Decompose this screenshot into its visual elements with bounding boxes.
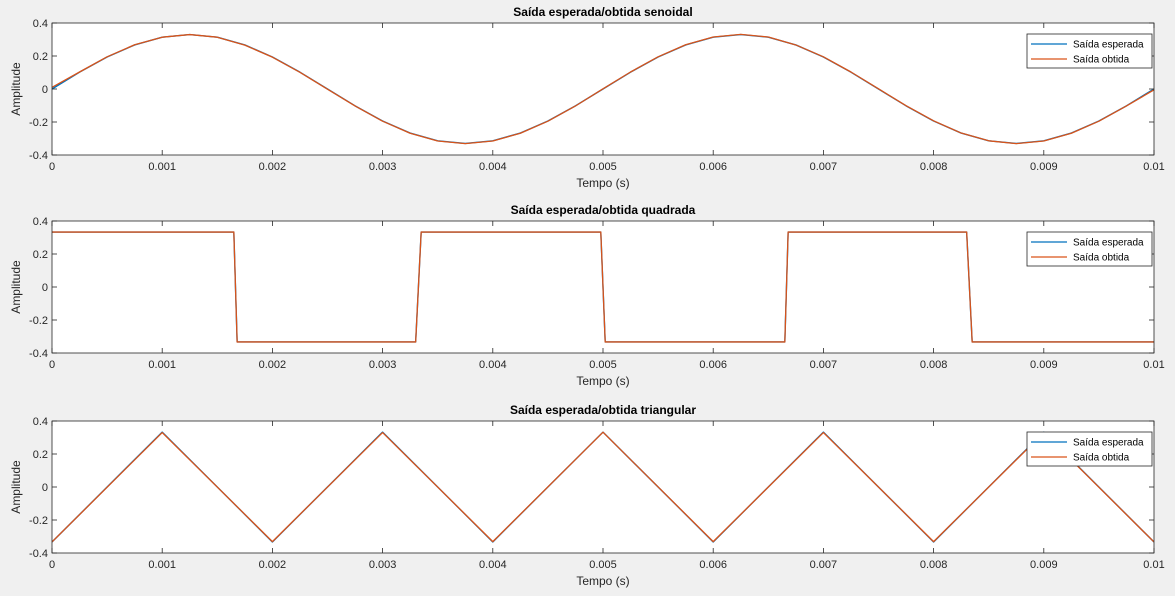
subplot-1: 0 0.001 0.002 0.003 0.004 0.005 0.006 0.007 0.00… bbox=[9, 5, 1165, 190]
legend-box bbox=[1026, 231, 1153, 267]
x-tick-label: 0.008 bbox=[920, 559, 948, 571]
y-tick-label: -0.4 bbox=[29, 548, 48, 560]
x-tick-label: 0.004 bbox=[479, 161, 507, 173]
legend-label: Saída esperada bbox=[1073, 40, 1144, 51]
x-tick-label: 0 bbox=[49, 161, 55, 173]
legend-box bbox=[1026, 431, 1153, 467]
y-tick-label: 0.2 bbox=[33, 249, 48, 261]
y-tick-label: 0 bbox=[42, 84, 48, 96]
legend: Saída esperada Saída obtida bbox=[1026, 431, 1153, 467]
x-tick-label: 0.005 bbox=[589, 359, 617, 371]
legend-box bbox=[1026, 33, 1153, 69]
x-tick-label: 0.008 bbox=[920, 359, 948, 371]
y-tick-label: 0.2 bbox=[33, 449, 48, 461]
x-tick-label: 0.01 bbox=[1143, 359, 1164, 371]
y-tick-label: -0.2 bbox=[29, 515, 48, 527]
x-tick-label: 0.002 bbox=[259, 161, 287, 173]
series-line-obtida bbox=[52, 33, 1154, 145]
x-tick-label: 0.008 bbox=[920, 161, 948, 173]
x-tick-label: 0.009 bbox=[1030, 559, 1058, 571]
axes-background bbox=[52, 421, 1154, 553]
x-tick-label: 0.009 bbox=[1030, 359, 1058, 371]
series-group bbox=[52, 33, 1154, 145]
y-tick-label: 0.2 bbox=[33, 51, 48, 63]
x-tick-label: 0.001 bbox=[148, 359, 176, 371]
x-tick-label: 0.007 bbox=[810, 359, 838, 371]
y-axis-label: Amplitude bbox=[9, 62, 23, 116]
x-tick-label: 0.01 bbox=[1143, 161, 1164, 173]
x-tick-label: 0.007 bbox=[810, 161, 838, 173]
series-line-obtida bbox=[52, 431, 1154, 543]
x-tick-label: 0.001 bbox=[148, 559, 176, 571]
x-tick-label: 0.002 bbox=[259, 559, 287, 571]
legend-label: Saída esperada bbox=[1073, 238, 1144, 249]
x-tick-label: 0.004 bbox=[479, 359, 507, 371]
subplot-title: Saída esperada/obtida quadrada bbox=[511, 203, 696, 217]
series-line-obtida bbox=[52, 231, 1154, 343]
y-tick-label: -0.4 bbox=[29, 150, 48, 162]
y-tick-label: -0.2 bbox=[29, 117, 48, 129]
x-tick-label: 0.005 bbox=[589, 161, 617, 173]
x-tick-label: 0.005 bbox=[589, 559, 617, 571]
subplot-3: 0 0.001 0.002 0.003 0.004 0.005 0.006 0.007 0.00… bbox=[9, 403, 1165, 588]
legend: Saída esperada Saída obtida bbox=[1026, 33, 1153, 69]
legend-label: Saída obtida bbox=[1073, 453, 1130, 464]
x-axis-label: Tempo (s) bbox=[576, 176, 629, 190]
y-tick-label: 0.4 bbox=[33, 18, 48, 30]
legend-label: Saída esperada bbox=[1073, 438, 1144, 449]
x-tick-label: 0 bbox=[49, 359, 55, 371]
x-tick-label: 0.004 bbox=[479, 559, 507, 571]
x-tick-label: 0.003 bbox=[369, 161, 397, 173]
y-tick-label: 0.4 bbox=[33, 416, 48, 428]
y-tick-label: -0.4 bbox=[29, 348, 48, 360]
x-tick-label: 0.003 bbox=[369, 559, 397, 571]
x-tick-label: 0.001 bbox=[148, 161, 176, 173]
series-group bbox=[52, 431, 1154, 543]
x-tick-label: 0.01 bbox=[1143, 559, 1164, 571]
series-group bbox=[52, 231, 1154, 343]
legend: Saída esperada Saída obtida bbox=[1026, 231, 1153, 267]
x-tick-label: 0 bbox=[49, 559, 55, 571]
x-tick-label: 0.006 bbox=[699, 161, 727, 173]
y-tick-label: 0.4 bbox=[33, 216, 48, 228]
y-tick-label: 0 bbox=[42, 482, 48, 494]
x-tick-label: 0.003 bbox=[369, 359, 397, 371]
x-axis-label: Tempo (s) bbox=[576, 574, 629, 588]
x-tick-label: 0.006 bbox=[699, 559, 727, 571]
subplots: 0 0.001 0.002 0.003 0.004 0.005 0.006 0.007 0.00… bbox=[9, 5, 1165, 588]
y-tick-label: 0 bbox=[42, 282, 48, 294]
y-axis-label: Amplitude bbox=[9, 260, 23, 314]
x-tick-label: 0.007 bbox=[810, 559, 838, 571]
y-axis-label: Amplitude bbox=[9, 460, 23, 514]
x-tick-label: 0.009 bbox=[1030, 161, 1058, 173]
x-axis-label: Tempo (s) bbox=[576, 374, 629, 388]
x-tick-label: 0.006 bbox=[699, 359, 727, 371]
x-tick-label: 0.002 bbox=[259, 359, 287, 371]
subplot-title: Saída esperada/obtida triangular bbox=[510, 403, 696, 417]
y-tick-label: -0.2 bbox=[29, 315, 48, 327]
subplot-2: 0 0.001 0.002 0.003 0.004 0.005 0.006 0.007 0.00… bbox=[9, 203, 1165, 388]
legend-label: Saída obtida bbox=[1073, 253, 1130, 264]
legend-label: Saída obtida bbox=[1073, 55, 1130, 66]
subplot-title: Saída esperada/obtida senoidal bbox=[513, 5, 692, 19]
